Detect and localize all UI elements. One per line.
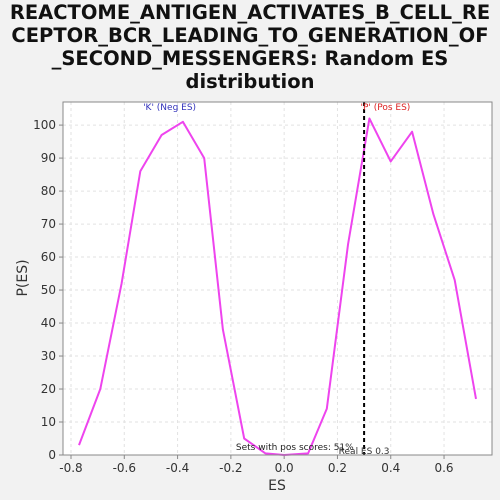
y-tick-label: 70	[41, 217, 56, 231]
x-tick-label: -0.2	[219, 461, 242, 475]
plot-frame	[62, 101, 493, 456]
y-tick-label: 90	[41, 151, 56, 165]
chart-title-line: REACTOME_ANTIGEN_ACTIVATES_B_CELL_RE	[9, 1, 491, 24]
x-tick-label: 0.2	[328, 461, 347, 475]
chart-title-line: CEPTOR_BCR_LEADING_TO_GENERATION_OF	[11, 24, 489, 47]
grid	[63, 102, 492, 456]
y-tick-label: 60	[41, 250, 56, 264]
x-axis-title: ES	[268, 478, 286, 494]
y-tick-label: 40	[41, 316, 56, 330]
y-tick-label: 80	[41, 184, 56, 198]
axis-ticks: 0 10 20 30 40 50 60 70 80 90 100 -0.8 -0.6 -0.4 -0.2 0.…	[33, 118, 453, 475]
chart-title-line: distribution	[185, 70, 315, 93]
x-tick-label: 0.6	[434, 461, 453, 475]
annotation-label: Sets with pos scores: 51%	[236, 443, 354, 453]
real-es-label: Real ES 0.3	[339, 447, 390, 457]
chart-title: REACTOME_ANTIGEN_ACTIVATES_B_CELL_RE CEP…	[0, 1, 500, 93]
x-tick-label: -0.4	[166, 461, 189, 475]
annotation-label: 'P' (Pos ES)	[361, 103, 411, 113]
y-tick-label: 50	[41, 283, 56, 297]
x-tick-label: -0.6	[113, 461, 136, 475]
y-tick-label: 100	[33, 118, 56, 132]
es-distribution-line	[78, 117, 477, 456]
annotations: Real ES 0.3 'K' (Neg ES) 'P' (Pos ES) Sets …	[143, 103, 410, 457]
chart-title-line: _SECOND_MESSENGERS: Random ES	[51, 47, 449, 70]
annotation-label: 'K' (Neg ES)	[143, 103, 196, 113]
y-tick-label: 20	[41, 382, 56, 396]
y-tick-label: 0	[48, 448, 56, 462]
x-tick-label: -0.8	[59, 461, 82, 475]
x-tick-label: 0.0	[275, 461, 294, 475]
y-axis-title: P(ES)	[15, 259, 31, 296]
y-tick-label: 30	[41, 349, 56, 363]
series-layer	[78, 102, 477, 456]
x-tick-label: 0.4	[381, 461, 400, 475]
y-tick-label: 10	[41, 415, 56, 429]
plot-background	[63, 102, 492, 455]
